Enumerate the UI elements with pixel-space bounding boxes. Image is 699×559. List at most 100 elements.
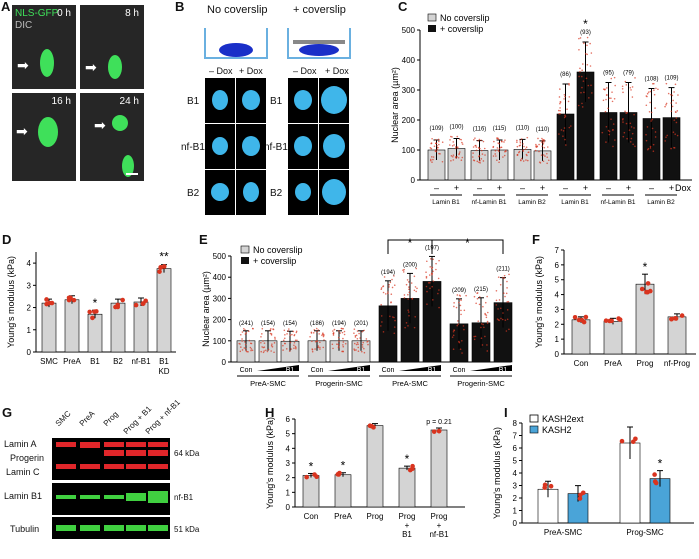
data-point	[428, 274, 431, 276]
bar	[430, 429, 448, 508]
data-point	[252, 327, 254, 330]
count-label: (154)	[283, 321, 297, 327]
band-label: Lamin A	[4, 439, 37, 449]
data-point	[526, 154, 528, 157]
data-point	[519, 144, 522, 147]
data-point	[622, 135, 625, 138]
data-point	[543, 146, 546, 149]
data-point	[461, 143, 464, 145]
data-point	[540, 154, 543, 156]
category-label: +	[405, 521, 410, 530]
data-point	[414, 316, 416, 318]
y-tick-label: 200	[213, 316, 227, 325]
data-point	[478, 138, 481, 141]
data-point	[244, 343, 247, 346]
y-tick-label: 4	[513, 469, 518, 478]
data-point	[626, 111, 628, 114]
data-point	[341, 331, 344, 334]
data-point	[579, 70, 581, 73]
data-point	[436, 148, 439, 151]
data-point	[430, 258, 432, 260]
data-point	[631, 86, 634, 88]
data-point	[460, 138, 462, 141]
group-label: nf-Lamin B1	[600, 199, 635, 206]
data-point	[49, 300, 55, 306]
y-tick-label: 3	[555, 305, 560, 314]
data-point	[451, 145, 454, 147]
data-point	[363, 329, 365, 332]
data-point	[355, 343, 358, 346]
data-point	[537, 137, 539, 140]
data-point	[581, 69, 583, 71]
data-point	[562, 135, 564, 137]
data-point	[563, 93, 566, 96]
time-label: 24 h	[119, 96, 139, 107]
data-point	[249, 346, 252, 349]
data-point	[516, 153, 519, 156]
data-point	[524, 148, 527, 151]
data-point	[586, 44, 588, 47]
data-point	[313, 329, 316, 331]
data-point	[494, 149, 497, 152]
y-tick-label: 0	[286, 503, 291, 512]
panel-label-h: H	[265, 405, 275, 420]
data-point	[565, 144, 567, 146]
data-point	[475, 146, 478, 148]
data-point	[458, 340, 460, 343]
category-label: Prog-SMC	[626, 528, 664, 537]
data-point	[496, 159, 498, 161]
data-point	[461, 156, 464, 159]
data-point	[354, 336, 357, 338]
data-point	[435, 142, 437, 145]
data-point	[441, 141, 444, 144]
data-point	[477, 140, 479, 142]
data-point	[646, 126, 649, 128]
group-label: Lamin B1	[432, 199, 460, 206]
y-tick-label: 100	[402, 146, 416, 155]
data-point	[339, 332, 341, 334]
data-point	[580, 75, 583, 78]
b1-wedge	[257, 365, 299, 371]
data-point	[450, 159, 452, 162]
data-point	[365, 338, 368, 340]
data-point	[496, 147, 499, 149]
data-point	[559, 88, 561, 90]
count-label: (241)	[239, 321, 253, 327]
data-point	[652, 143, 655, 146]
data-point	[393, 326, 396, 328]
y-tick-label: 500	[402, 26, 416, 35]
data-point	[486, 350, 489, 352]
data-point	[450, 155, 453, 157]
data-point	[361, 346, 364, 348]
data-point	[665, 136, 667, 138]
y-axis-label: Nuclear area (µm²)	[201, 271, 211, 347]
data-point	[622, 121, 624, 123]
data-point	[460, 159, 463, 162]
data-point	[525, 146, 528, 149]
data-point	[487, 311, 489, 314]
data-point	[458, 298, 461, 300]
data-point	[438, 143, 440, 146]
data-point	[438, 140, 440, 143]
data-point	[477, 146, 480, 149]
data-point	[611, 91, 613, 93]
data-point	[315, 340, 318, 342]
data-point	[568, 126, 571, 129]
group-label: nf-Lamin B1	[471, 199, 506, 206]
data-point	[288, 350, 291, 352]
chart-d: 0 1 2 3 4 Young's modulus (kPa) SMC PreA B1 B2 nf-…	[6, 250, 176, 376]
data-point	[650, 111, 653, 114]
panel-label-c: C	[398, 0, 408, 14]
y-tick-label: 3	[513, 482, 518, 491]
bar	[110, 302, 126, 353]
data-point	[503, 141, 505, 143]
y-tick-label: 1	[513, 507, 518, 516]
data-point	[607, 318, 613, 324]
data-point	[634, 145, 636, 148]
data-point	[473, 295, 476, 298]
data-point	[541, 141, 543, 144]
data-point	[452, 154, 455, 156]
data-point	[451, 336, 454, 338]
data-point	[492, 155, 495, 157]
data-point	[498, 299, 501, 301]
